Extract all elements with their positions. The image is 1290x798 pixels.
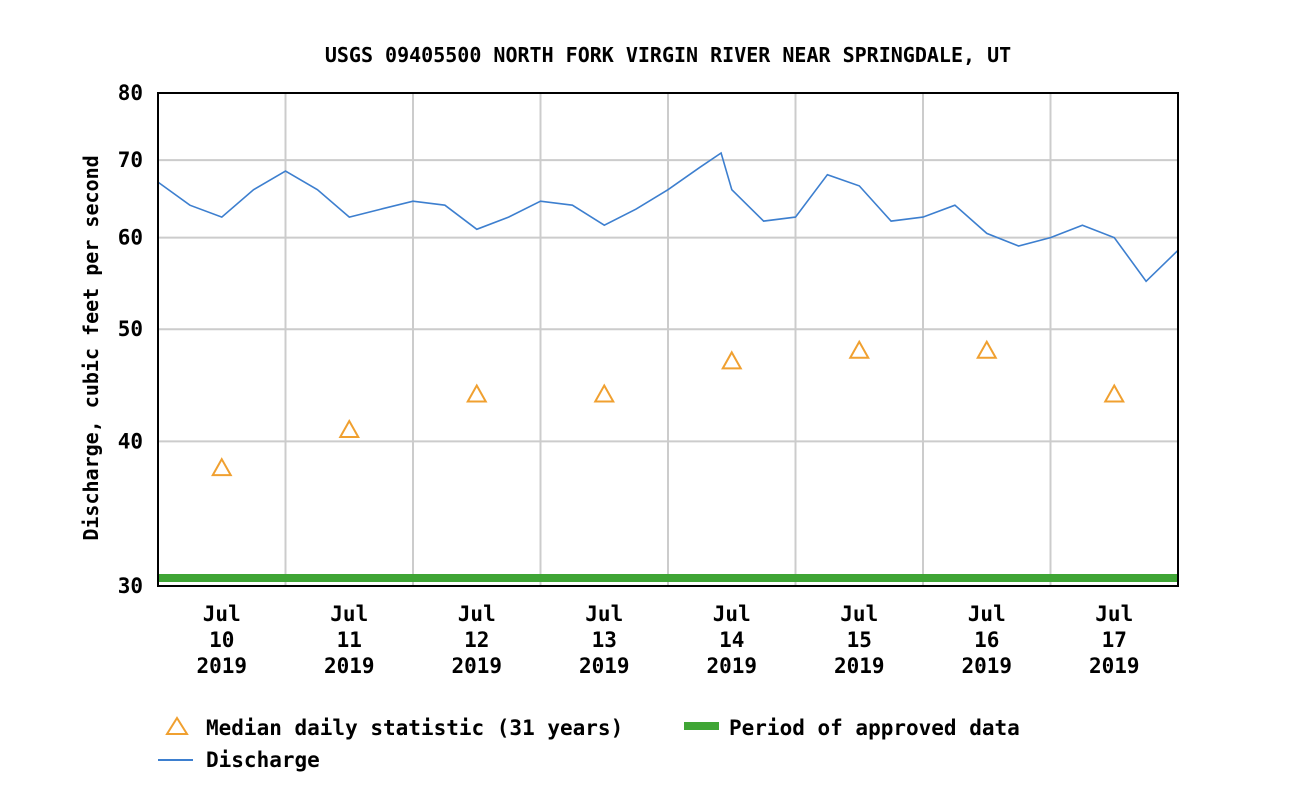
median-marker [466,383,488,403]
x-tick-labels: Jul102019Jul112019Jul122019Jul132019Jul1… [196,602,1139,678]
x-tick-label: 14 [719,628,744,652]
median-marker [593,383,615,403]
x-tick-label: 11 [337,628,362,652]
gridlines [158,92,1178,587]
median-marker [338,418,360,438]
x-tick-label: 2019 [706,654,757,678]
median-markers [211,339,1125,477]
y-tick-label: 70 [118,148,143,172]
x-tick-label: 17 [1102,628,1127,652]
x-tick-label: 2019 [451,654,502,678]
chart-title: USGS 09405500 NORTH FORK VIRGIN RIVER NE… [325,43,1011,67]
x-tick-label: 15 [847,628,872,652]
y-tick-label: 40 [118,429,143,453]
x-tick-label: 2019 [834,654,885,678]
x-tick-label: 2019 [961,654,1012,678]
x-tick-label: Jul [458,602,496,626]
x-tick-label: Jul [203,602,241,626]
x-tick-label: Jul [585,602,623,626]
approved-data-bar [158,574,1178,582]
median-marker [721,350,743,370]
legend-median-triangle [165,716,189,735]
x-tick-label: Jul [330,602,368,626]
x-tick-label: 2019 [196,654,247,678]
discharge-series-line [157,151,1179,283]
y-axis-label: Discharge, cubic feet per second [79,155,103,540]
x-tick-label: 2019 [579,654,630,678]
median-marker [848,339,870,359]
x-tick-label: Jul [1095,602,1133,626]
y-tick-label: 80 [118,81,143,105]
x-tick-label: 13 [592,628,617,652]
legend-discharge-label: Discharge [206,748,320,772]
x-tick-label: 12 [464,628,489,652]
x-tick-label: 16 [974,628,999,652]
y-tick-label: 50 [118,317,143,341]
x-tick-label: 2019 [1089,654,1140,678]
legend-approved-swatch [684,722,719,730]
x-tick-label: 10 [209,628,234,652]
y-tick-label: 60 [118,226,143,250]
y-tick-labels: 30 40 50 60 70 80 [118,81,143,598]
y-tick-label: 30 [118,574,143,598]
x-tick-label: Jul [968,602,1006,626]
legend-median-label: Median daily statistic (31 years) [206,716,623,740]
plot-frame [157,92,1179,587]
legend-approved-label: Period of approved data [729,716,1020,740]
x-tick-label: 2019 [324,654,375,678]
x-tick-label: Jul [713,602,751,626]
median-marker [976,339,998,359]
median-marker [211,457,233,477]
median-marker [1103,383,1125,403]
legend: Median daily statistic (31 years) Period… [158,716,1020,772]
x-tick-label: Jul [840,602,878,626]
